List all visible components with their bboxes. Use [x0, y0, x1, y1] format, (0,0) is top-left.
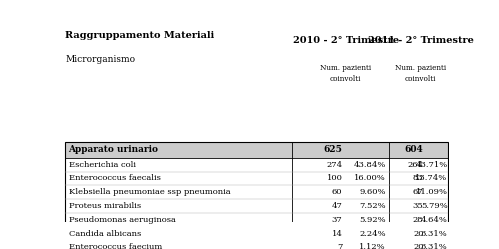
Text: 5.92%: 5.92% — [359, 216, 386, 224]
Text: 1.12%: 1.12% — [359, 244, 386, 249]
Text: Enterococcus faecalis: Enterococcus faecalis — [68, 175, 161, 183]
Text: 60: 60 — [332, 188, 342, 196]
Text: 43.71%: 43.71% — [415, 161, 448, 169]
Text: 264: 264 — [408, 161, 424, 169]
Text: 625: 625 — [323, 145, 342, 154]
Bar — [65, 172, 448, 185]
Text: 7.52%: 7.52% — [359, 202, 386, 210]
Text: 37: 37 — [332, 216, 342, 224]
Text: 7: 7 — [337, 244, 342, 249]
Text: 67: 67 — [413, 188, 424, 196]
Text: Num. pazienti
coinvolti: Num. pazienti coinvolti — [395, 64, 446, 83]
Text: Apparato urinario: Apparato urinario — [68, 145, 159, 154]
Bar — [65, 142, 448, 249]
Bar — [65, 227, 448, 241]
Bar — [65, 199, 448, 213]
Text: 604: 604 — [405, 145, 424, 154]
Text: 14: 14 — [331, 230, 342, 238]
Text: Pseudomonas aeruginosa: Pseudomonas aeruginosa — [68, 216, 176, 224]
Text: 28: 28 — [413, 216, 424, 224]
Text: Num. pazienti
coinvolti: Num. pazienti coinvolti — [320, 64, 371, 83]
Text: 2011 - 2° Trimestre: 2011 - 2° Trimestre — [368, 36, 474, 45]
Bar — [65, 241, 448, 249]
Text: 100: 100 — [326, 175, 342, 183]
Bar — [65, 185, 448, 199]
Text: 20: 20 — [413, 230, 424, 238]
Text: 11.09%: 11.09% — [416, 188, 448, 196]
Text: Raggruppamento Materiali: Raggruppamento Materiali — [65, 31, 215, 40]
Text: 5.79%: 5.79% — [421, 202, 448, 210]
Text: 2.24%: 2.24% — [359, 230, 386, 238]
Text: 3.31%: 3.31% — [421, 230, 448, 238]
Text: 13.74%: 13.74% — [415, 175, 448, 183]
Text: 9.60%: 9.60% — [359, 188, 386, 196]
Text: Microrganismo: Microrganismo — [65, 55, 136, 64]
Text: Proteus mirabilis: Proteus mirabilis — [68, 202, 141, 210]
Text: 43.84%: 43.84% — [353, 161, 386, 169]
Text: 16.00%: 16.00% — [354, 175, 386, 183]
Bar — [65, 142, 448, 158]
Text: Klebsiella pneumoniae ssp pneumonia: Klebsiella pneumoniae ssp pneumonia — [68, 188, 230, 196]
Text: 35: 35 — [413, 202, 424, 210]
Text: 47: 47 — [331, 202, 342, 210]
Bar — [65, 158, 448, 172]
Text: 4.64%: 4.64% — [421, 216, 448, 224]
Text: 20: 20 — [413, 244, 424, 249]
Text: Candida albicans: Candida albicans — [68, 230, 141, 238]
Text: 83: 83 — [413, 175, 424, 183]
Bar — [65, 213, 448, 227]
Text: 3.31%: 3.31% — [421, 244, 448, 249]
Text: 2010 - 2° Trimestre: 2010 - 2° Trimestre — [292, 36, 399, 45]
Text: 274: 274 — [326, 161, 342, 169]
Text: Enterococcus faecium: Enterococcus faecium — [68, 244, 162, 249]
Text: Escherichia coli: Escherichia coli — [68, 161, 136, 169]
